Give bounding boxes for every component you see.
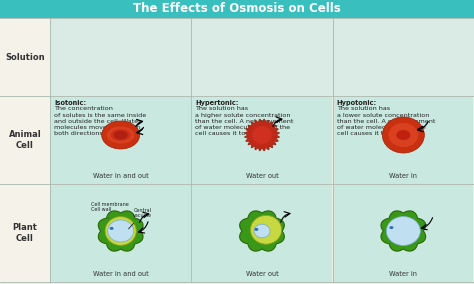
Ellipse shape <box>383 117 424 153</box>
Ellipse shape <box>108 220 134 242</box>
Ellipse shape <box>390 226 393 229</box>
Ellipse shape <box>388 123 419 147</box>
Text: Water in: Water in <box>389 173 417 179</box>
Bar <box>333 97 474 183</box>
Text: Solution: Solution <box>5 53 45 62</box>
Ellipse shape <box>114 131 128 139</box>
Ellipse shape <box>110 129 131 141</box>
Ellipse shape <box>101 121 140 149</box>
Text: Isotonic:: Isotonic: <box>54 100 86 106</box>
Text: Animal
Cell: Animal Cell <box>9 130 41 150</box>
Ellipse shape <box>255 228 258 231</box>
Polygon shape <box>381 211 426 251</box>
Text: The Effects of Osmosis on Cells: The Effects of Osmosis on Cells <box>133 3 341 16</box>
Bar <box>192 97 332 183</box>
Text: Hypotonic:: Hypotonic: <box>337 100 377 106</box>
Bar <box>51 185 191 281</box>
Ellipse shape <box>388 217 419 245</box>
Ellipse shape <box>250 215 282 244</box>
Ellipse shape <box>254 224 270 238</box>
Ellipse shape <box>105 217 136 245</box>
Text: Hypertonic:: Hypertonic: <box>195 100 239 106</box>
Text: The solution has
a higher solute concentration
than the cell. A net movement
of : The solution has a higher solute concent… <box>195 106 294 136</box>
Ellipse shape <box>109 227 114 230</box>
Polygon shape <box>240 211 284 251</box>
Polygon shape <box>98 211 143 251</box>
Text: Water out: Water out <box>246 271 278 277</box>
Ellipse shape <box>396 130 410 140</box>
Text: Central
vacuole: Central vacuole <box>128 208 152 229</box>
Bar <box>333 185 474 281</box>
Bar <box>0 0 474 18</box>
Ellipse shape <box>107 126 135 143</box>
Ellipse shape <box>386 216 420 245</box>
Bar <box>50 18 474 96</box>
Bar <box>0 18 50 282</box>
Polygon shape <box>245 119 279 151</box>
Text: Water in and out: Water in and out <box>93 271 148 277</box>
Text: Cell membrane
Cell wall: Cell membrane Cell wall <box>91 202 128 218</box>
Text: Water in and out: Water in and out <box>93 173 148 179</box>
Text: The concentration
of solutes is the same inside
and outside the cell. Water
mole: The concentration of solutes is the same… <box>54 106 146 136</box>
Polygon shape <box>252 126 273 144</box>
Text: Water in: Water in <box>389 271 417 277</box>
Bar <box>51 97 191 183</box>
Text: Plant
Cell: Plant Cell <box>13 223 37 243</box>
Bar <box>192 185 332 281</box>
Text: Water out: Water out <box>246 173 278 179</box>
Text: The solution has
a lower solute concentration
than the cell. A net movement
of w: The solution has a lower solute concentr… <box>337 106 435 136</box>
